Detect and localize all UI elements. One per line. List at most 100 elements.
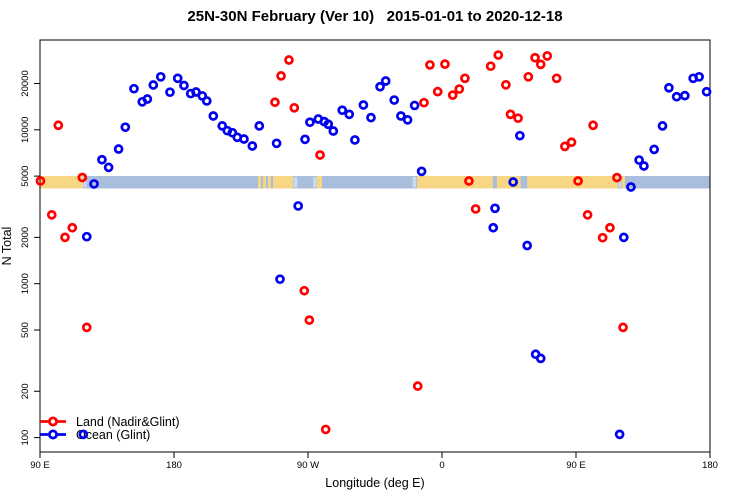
ocean-data-point	[275, 274, 285, 285]
y-tick-label: 5000	[20, 166, 31, 187]
land-data-point	[35, 176, 46, 186]
land-data-point	[53, 120, 64, 131]
land-data-point	[559, 141, 570, 152]
land-data-point	[425, 60, 435, 70]
ocean-data-point	[694, 71, 704, 82]
ocean-data-point	[488, 222, 499, 233]
legend-marker-circle	[48, 416, 59, 427]
ocean-data-point	[490, 203, 500, 214]
ocean-data-point	[217, 121, 228, 131]
ocean-data-point	[120, 122, 131, 133]
ocean-data-point	[129, 83, 139, 94]
ocean-data-point	[323, 119, 334, 130]
legend-label: Land (Nadir&Glint)	[76, 415, 180, 429]
ocean-data-point	[402, 115, 413, 125]
y-tick-label: 200	[20, 383, 31, 399]
land-data-point	[464, 176, 474, 186]
land-data-point	[454, 84, 465, 94]
x-tick-label: 90 E	[30, 460, 50, 471]
ocean-data-point	[305, 117, 315, 128]
land-data-point	[505, 109, 516, 120]
land-data-point	[470, 204, 481, 214]
ocean-data-point	[148, 80, 159, 90]
x-axis-title: Longitude (deg E)	[325, 476, 424, 490]
y-tick-label: 2000	[20, 227, 31, 248]
land-data-point	[447, 90, 458, 100]
plot-box	[39, 39, 711, 453]
land-data-point	[551, 73, 562, 84]
ocean-data-point	[344, 109, 355, 120]
land-data-point	[605, 222, 615, 233]
ocean-data-point	[535, 353, 546, 364]
ocean-data-point	[614, 429, 625, 440]
y-tick-label: 500	[20, 322, 31, 338]
land-data-point	[612, 172, 622, 183]
surface-band-land	[257, 176, 261, 189]
land-data-point	[542, 51, 553, 61]
land-data-point	[315, 150, 325, 160]
ocean-data-point	[701, 86, 712, 97]
land-data-point	[493, 50, 504, 60]
ocean-data-point	[626, 182, 636, 192]
ocean-data-point	[618, 232, 629, 243]
ocean-data-point	[358, 100, 369, 110]
land-data-point	[535, 59, 546, 70]
x-tick-label: 180	[166, 460, 182, 471]
land-data-point	[618, 322, 628, 333]
ocean-data-point	[375, 81, 385, 92]
ocean-data-point	[97, 154, 107, 165]
chart-title: 25N-30N February (Ver 10) 2015-01-01 to …	[187, 8, 563, 25]
ocean-data-point	[634, 155, 644, 165]
surface-band-land	[267, 176, 271, 189]
surface-band-land	[621, 176, 625, 189]
ocean-data-point	[515, 130, 525, 141]
land-data-point	[573, 176, 583, 186]
land-data-point	[419, 97, 429, 108]
ocean-data-point	[508, 177, 519, 187]
surface-band-shallow	[83, 177, 87, 188]
land-data-point	[485, 61, 496, 72]
ocean-data-point	[155, 71, 166, 82]
ocean-data-point	[293, 201, 304, 211]
ocean-data-point	[522, 240, 533, 251]
ocean-data-point	[103, 162, 114, 173]
land-data-point	[60, 232, 70, 243]
ocean-data-point	[337, 105, 348, 116]
ocean-data-point	[416, 166, 427, 177]
surface-band-land	[263, 176, 267, 189]
ocean-data-point	[300, 134, 310, 145]
ocean-data-point	[201, 96, 212, 106]
surface-band-shallow	[412, 177, 417, 188]
ocean-data-point	[89, 179, 99, 189]
ocean-data-point	[254, 121, 265, 131]
land-data-point	[320, 424, 331, 435]
surface-band-inlet	[520, 176, 528, 189]
ocean-data-point	[350, 135, 360, 145]
ocean-data-point	[649, 144, 660, 155]
land-data-point	[523, 71, 534, 82]
land-data-point	[432, 86, 443, 97]
land-data-point	[67, 222, 78, 233]
land-data-point	[412, 381, 423, 391]
land-data-point	[284, 55, 294, 65]
land-data-point	[597, 232, 608, 243]
ocean-data-point	[328, 126, 339, 136]
surface-band-land	[40, 176, 84, 189]
land-data-point	[530, 52, 540, 63]
y-axis-title: N Total	[0, 227, 14, 266]
x-tick-label: 90 W	[297, 460, 319, 471]
surface-band-shallow	[313, 177, 317, 188]
ocean-data-point	[172, 73, 183, 84]
land-data-point	[299, 285, 310, 296]
land-data-point	[501, 79, 511, 90]
ocean-data-point	[380, 76, 391, 86]
surface-band-land	[273, 176, 293, 189]
surface-band-inlet	[492, 176, 497, 189]
ocean-data-point	[208, 111, 219, 121]
land-data-point	[588, 120, 598, 131]
surface-band-land	[316, 176, 322, 189]
y-tick-label: 100	[20, 430, 31, 446]
ocean-data-point	[409, 100, 420, 111]
surface-band-shallow	[618, 177, 622, 188]
